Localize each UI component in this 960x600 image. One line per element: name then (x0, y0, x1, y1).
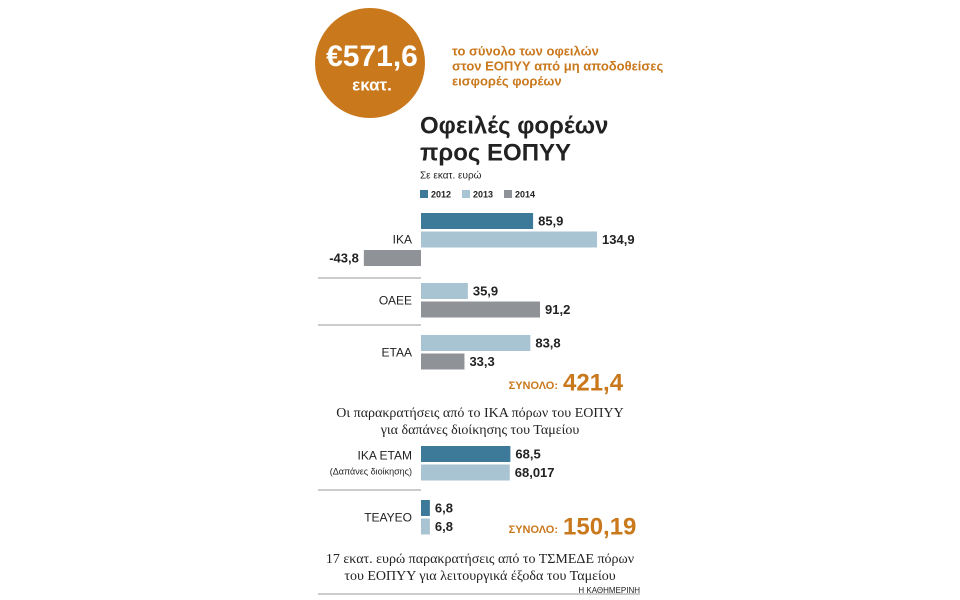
headline-text: εισφορές φορέων (452, 73, 562, 88)
value-label: 6,8 (435, 500, 453, 515)
bar (421, 213, 534, 229)
total-value: 421,4 (563, 369, 624, 396)
headline-unit: εκατ. (352, 75, 392, 94)
note: 17 εκατ. ευρώ παρακρατήσεις από το ΤΣΜΕΔ… (326, 552, 634, 567)
bar (421, 283, 468, 299)
value-label: 33,3 (469, 354, 494, 369)
value-label: 91,2 (545, 302, 570, 317)
category-label: ΙΚΑ ΕΤΑΜ (358, 448, 412, 462)
total-label: ΣΥΝΟΛΟ: (509, 524, 558, 536)
chart-title: Οφειλές φορέων (420, 112, 608, 139)
category-label: ΟΑΕΕ (379, 293, 412, 307)
value-label: 35,9 (473, 283, 498, 298)
bar (421, 301, 541, 318)
category-note: (Δαπάνες διοίκησης) (330, 467, 412, 477)
bar (363, 250, 421, 266)
chart-subtitle: Σε εκατ. ευρώ (420, 170, 482, 182)
legend-label: 2014 (515, 189, 535, 199)
chart-title: για δαπάνες διοίκησης του Ταμείου (380, 423, 580, 438)
legend-label: 2012 (431, 189, 451, 199)
legend-label: 2013 (473, 189, 493, 199)
value-label: 6,8 (435, 519, 453, 534)
legend-swatch (504, 190, 512, 198)
bar (421, 446, 511, 462)
legend-swatch (420, 190, 428, 198)
headline-value: €571,6 (326, 40, 418, 73)
bar (421, 500, 430, 516)
chart-title: Οι παρακρατήσεις από το ΙΚΑ πόρων του ΕΟ… (336, 406, 623, 421)
value-label: 83,8 (535, 335, 560, 350)
note: του ΕΟΠΥΥ για λειτουργικά έξοδα του Ταμε… (344, 569, 615, 584)
value-label: 68,5 (515, 446, 540, 461)
category-label: ΤΕΑΥΕΟ (364, 510, 412, 524)
bar (421, 518, 430, 535)
total-label: ΣΥΝΟΛΟ: (509, 380, 558, 392)
category-label: ΕΤΑΑ (382, 345, 412, 359)
value-label: -43,8 (329, 250, 359, 265)
value-label: 134,9 (602, 232, 635, 247)
legend-swatch (462, 190, 470, 198)
value-label: 85,9 (538, 213, 563, 228)
headline-text: στον ΕΟΠΥΥ από μη αποδοθείσες (452, 58, 663, 73)
bar (421, 464, 510, 481)
total-value: 150,19 (563, 513, 636, 540)
headline-circle (315, 8, 425, 118)
value-label: 68,017 (515, 465, 555, 480)
bar (421, 353, 465, 370)
source: Η ΚΑΘΗΜΕΡΙΝΗ (578, 586, 640, 595)
category-label: ΙΚΑ (393, 233, 412, 247)
chart-title: προς ΕΟΠΥΥ (420, 139, 571, 166)
bar (421, 231, 598, 248)
headline-text: το σύνολο των οφειλών (452, 43, 599, 58)
bar (421, 335, 531, 351)
